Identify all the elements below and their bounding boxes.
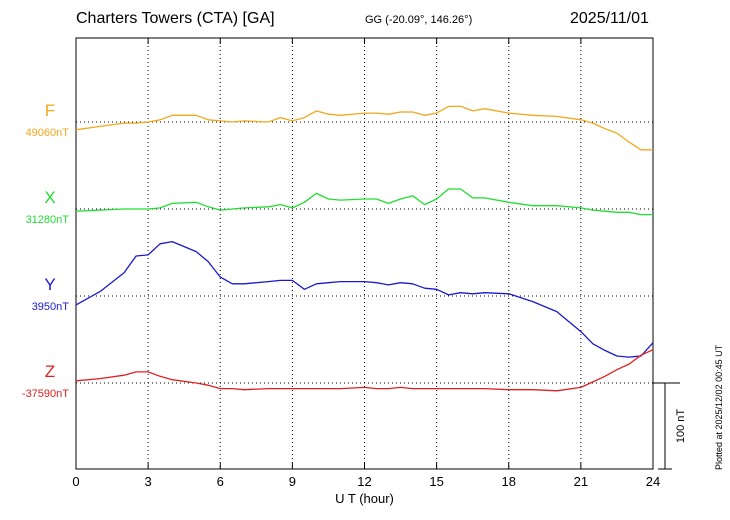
x-tick-label: 21 [574, 474, 588, 489]
series-line-x [75, 188, 653, 216]
series-baseline-y: 3950nT [32, 301, 70, 313]
x-tick-label: 24 [646, 474, 660, 489]
x-tick-label: 3 [145, 474, 152, 489]
series-name-f: F [45, 101, 55, 120]
x-tick-label: 6 [217, 474, 224, 489]
x-tick-label: 18 [502, 474, 516, 489]
station-title: Charters Towers (CTA) [GA] [76, 10, 275, 27]
series-name-z: Z [45, 362, 55, 381]
series-line-f [75, 105, 653, 151]
series-line-z [75, 349, 654, 392]
series-baseline-f: 49060nT [26, 127, 70, 139]
plot-date: 2025/11/01 [570, 10, 649, 27]
x-tick-label: 9 [289, 474, 296, 489]
x-tick-label: 12 [357, 474, 371, 489]
series-name-y: Y [44, 275, 55, 294]
plot-credit: Plotted at 2025/12/02 00:45 UT [714, 344, 724, 470]
series-name-x: X [44, 188, 55, 207]
series-line-y [75, 240, 654, 358]
scale-bar-label: 100 nT [675, 409, 687, 444]
x-tick-label: 15 [429, 474, 443, 489]
station-coordinates: GG (-20.09°, 146.26°) [365, 14, 473, 26]
series-baseline-z: -37590nT [22, 388, 69, 400]
x-axis-label: U T (hour) [335, 491, 394, 506]
series-baseline-x: 31280nT [26, 214, 70, 226]
x-tick-label: 0 [72, 474, 79, 489]
